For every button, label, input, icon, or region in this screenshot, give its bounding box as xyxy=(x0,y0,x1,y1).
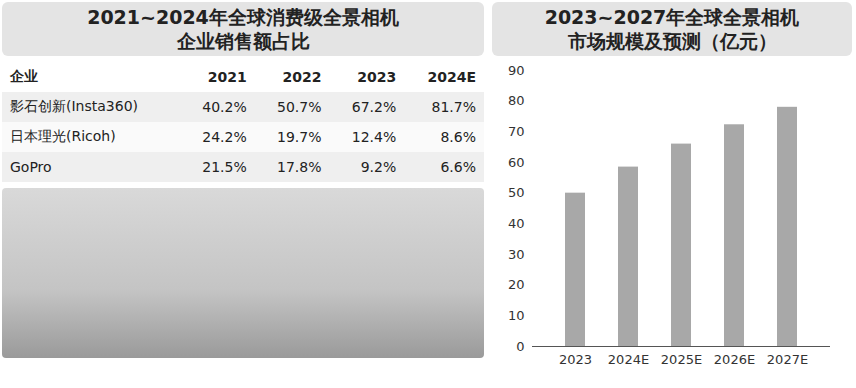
svg-text:50: 50 xyxy=(508,185,525,200)
svg-text:2024E: 2024E xyxy=(608,352,649,367)
html-text:17.8%: 17.8% xyxy=(277,159,322,175)
html-text:6.6%: 6.6% xyxy=(440,159,476,175)
svg-text:2023: 2023 xyxy=(559,352,592,367)
html-text:9.2%: 9.2% xyxy=(360,159,397,175)
html-text:67.2%: 67.2% xyxy=(351,99,397,115)
html-text:8.6%: 8.6% xyxy=(440,129,476,145)
svg-text:2025E: 2025E xyxy=(661,352,702,367)
html-text:2022: 2022 xyxy=(282,69,322,85)
svg-text:20: 20 xyxy=(508,277,525,292)
html-text:21.5%: 21.5% xyxy=(202,159,247,175)
svg-text:80: 80 xyxy=(508,93,525,108)
html-text:40.2%: 40.2% xyxy=(202,99,247,115)
html-text:81.7%: 81.7% xyxy=(431,99,476,115)
html-text:企业: 企业 xyxy=(10,68,38,84)
svg-text:60: 60 xyxy=(508,155,525,170)
html-text:2023~2027年全球全景相机 市场规模及预测（亿元）: 2023~2027年全球全景相机 市场规模及预测（亿元） xyxy=(544,6,800,52)
svg-text:70: 70 xyxy=(508,124,525,139)
html-text:2021: 2021 xyxy=(207,69,247,85)
svg-text:2026E: 2026E xyxy=(714,352,755,367)
svg-text:10: 10 xyxy=(508,308,525,323)
html-text:12.4%: 12.4% xyxy=(351,129,397,145)
svg-text:40: 40 xyxy=(508,216,525,231)
html-text:50.7%: 50.7% xyxy=(277,99,322,115)
svg-text:90: 90 xyxy=(508,63,525,78)
svg-text:0: 0 xyxy=(516,339,524,354)
html-text:2024E: 2024E xyxy=(427,69,476,85)
html-text:2023: 2023 xyxy=(357,69,397,85)
html-text:影石创新(Insta360): 影石创新(Insta360) xyxy=(10,98,138,114)
svg-text:2027E: 2027E xyxy=(767,352,808,367)
html-text:GoPro: GoPro xyxy=(10,159,52,175)
html-text:19.7%: 19.7% xyxy=(277,129,322,145)
svg-text:30: 30 xyxy=(508,247,525,262)
html-text:2021~2024年全球消费级全景相机 企业销售额占比: 2021~2024年全球消费级全景相机 企业销售额占比 xyxy=(87,6,399,52)
html-text:日本理光(Ricoh): 日本理光(Ricoh) xyxy=(10,128,116,144)
html-text:24.2%: 24.2% xyxy=(202,129,247,145)
